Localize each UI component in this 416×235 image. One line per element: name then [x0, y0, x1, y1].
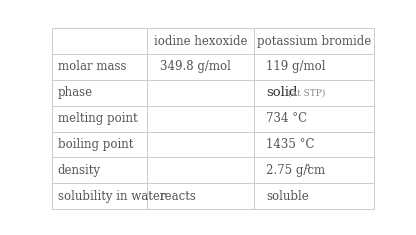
Bar	[52, 183, 147, 209]
Bar	[253, 106, 374, 132]
Text: molar mass: molar mass	[58, 60, 126, 74]
Bar	[253, 28, 374, 54]
Text: 2.75 g/cm: 2.75 g/cm	[266, 164, 326, 177]
Text: 734 °C: 734 °C	[266, 112, 307, 125]
Bar	[253, 183, 374, 209]
Bar	[147, 157, 253, 183]
Bar	[52, 132, 147, 157]
Bar	[147, 132, 253, 157]
Text: reacts: reacts	[160, 190, 197, 203]
Text: potassium bromide: potassium bromide	[257, 35, 371, 48]
Text: melting point: melting point	[58, 112, 137, 125]
Bar	[253, 132, 374, 157]
Bar	[52, 106, 147, 132]
Bar	[253, 54, 374, 80]
Bar	[253, 157, 374, 183]
Bar	[52, 54, 147, 80]
Bar	[52, 157, 147, 183]
Text: (at STP): (at STP)	[288, 88, 326, 97]
Bar	[253, 80, 374, 106]
Text: 349.8 g/mol: 349.8 g/mol	[160, 60, 231, 74]
Bar	[147, 54, 253, 80]
Text: 3: 3	[305, 163, 310, 171]
Bar	[147, 106, 253, 132]
Text: density: density	[58, 164, 101, 177]
Text: solubility in water: solubility in water	[58, 190, 165, 203]
Text: 1435 °C: 1435 °C	[266, 138, 315, 151]
Text: soluble: soluble	[266, 190, 309, 203]
Text: boiling point: boiling point	[58, 138, 133, 151]
Bar	[52, 80, 147, 106]
Bar	[147, 28, 253, 54]
Bar	[147, 183, 253, 209]
Text: phase: phase	[58, 86, 93, 99]
Bar	[52, 28, 147, 54]
Text: iodine hexoxide: iodine hexoxide	[154, 35, 247, 48]
Text: solid: solid	[266, 86, 298, 99]
Bar	[147, 80, 253, 106]
Text: 119 g/mol: 119 g/mol	[266, 60, 326, 74]
